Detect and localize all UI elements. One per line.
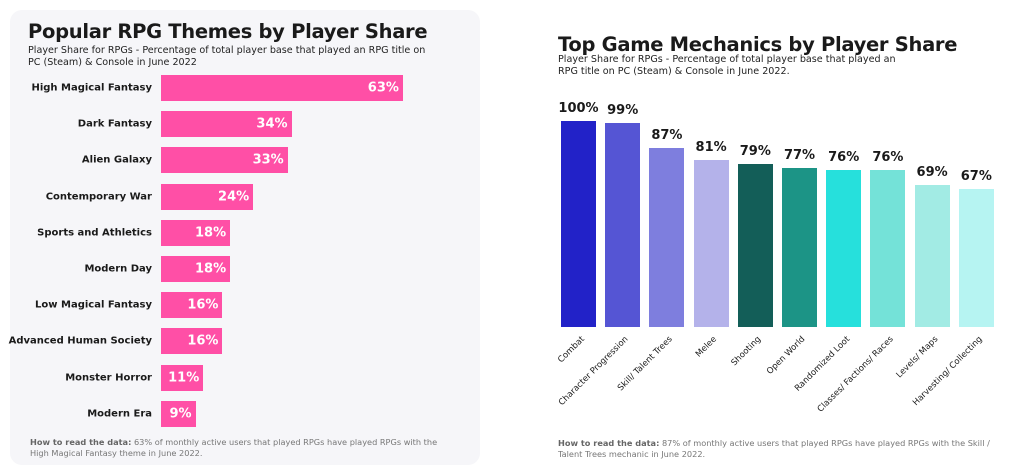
mechanic-value-label: 69% (916, 164, 948, 180)
theme-value-label: 16% (187, 333, 219, 349)
mechanics-subtitle: Player Share for RPGs - Percentage of to… (558, 54, 896, 77)
mechanic-value-label: 77% (783, 148, 816, 164)
mechanics-note-label: How to read the data: (558, 438, 660, 448)
theme-label: Alien Galaxy (81, 154, 152, 166)
mechanic-bar (561, 121, 596, 327)
theme-label: Low Magical Fantasy (35, 299, 152, 311)
theme-bar: 18% (161, 219, 231, 246)
mechanic-value-label: 76% (828, 150, 860, 166)
themes-note: How to read the data: 63% of monthly act… (30, 437, 450, 459)
theme-value-label: 24% (218, 189, 250, 205)
mechanic-value-label: 100% (558, 101, 599, 116)
theme-bar: 33% (161, 147, 288, 174)
mechanic-bar (826, 170, 862, 327)
themes-title: Popular RPG Themes by Player Share (28, 20, 428, 43)
mechanic-label: Classes/ Factions/ Races (815, 334, 896, 415)
theme-bar: 34% (161, 111, 292, 138)
mechanic-bar (737, 164, 773, 327)
theme-bar: 11% (161, 364, 204, 391)
mechanics-note: How to read the data: 87% of monthly act… (558, 438, 998, 460)
mechanic-label: Open World (765, 334, 808, 377)
theme-value-label: 18% (194, 261, 227, 277)
mechanic-label: Shooting (729, 334, 764, 369)
mechanic-bar (914, 184, 950, 327)
theme-value-label: 63% (367, 80, 399, 96)
theme-label: Sports and Athletics (37, 227, 152, 239)
mechanic-bar (870, 170, 906, 327)
theme-label: Dark Fantasy (77, 118, 152, 130)
theme-value-label: 11% (168, 370, 200, 386)
mechanic-label: Melee (694, 334, 720, 360)
mechanics-title: Top Game Mechanics by Player Share (558, 33, 958, 56)
theme-value-label: 34% (256, 116, 288, 132)
mechanic-value-label: 87% (651, 127, 683, 143)
mechanic-bar (649, 147, 685, 327)
mechanic-value-label: 76% (872, 150, 904, 166)
theme-bar: 9% (161, 400, 196, 427)
theme-bar: 16% (161, 292, 223, 319)
mechanics-note-text: 87% of monthly active users that played … (558, 438, 990, 459)
theme-label: Advanced Human Society (8, 335, 152, 347)
mechanic-bar (693, 160, 729, 327)
theme-value-label: 18% (194, 225, 227, 241)
theme-label: Contemporary War (45, 191, 152, 203)
theme-label: Modern Era (87, 408, 152, 420)
mechanic-label: Levels/ Maps (894, 334, 941, 381)
mechanic-bar (605, 123, 641, 327)
mechanic-value-label: 67% (960, 168, 992, 184)
themes-subtitle: Player Share for RPGs - Percentage of to… (28, 45, 426, 68)
mechanic-bar (958, 188, 994, 327)
theme-label: High Magical Fantasy (31, 82, 152, 94)
theme-value-label: 16% (187, 297, 219, 313)
theme-label: Monster Horror (65, 372, 152, 384)
mechanic-value-label: 99% (607, 103, 639, 119)
mechanic-value-label: 81% (695, 140, 727, 156)
theme-bar: 16% (161, 328, 223, 355)
theme-value-label: 9% (169, 406, 192, 422)
mechanic-value-label: 79% (739, 144, 771, 160)
theme-bar: 24% (161, 183, 254, 210)
theme-bar: 63% (161, 75, 403, 101)
mechanic-label: Combat (555, 334, 587, 366)
theme-label: Modern Day (84, 263, 152, 275)
theme-value-label: 33% (252, 152, 284, 168)
themes-note-label: How to read the data: (30, 437, 132, 447)
theme-bar: 18% (161, 256, 231, 282)
themes-note-text: 63% of monthly active users that played … (30, 437, 438, 458)
mechanic-bar (782, 168, 817, 327)
